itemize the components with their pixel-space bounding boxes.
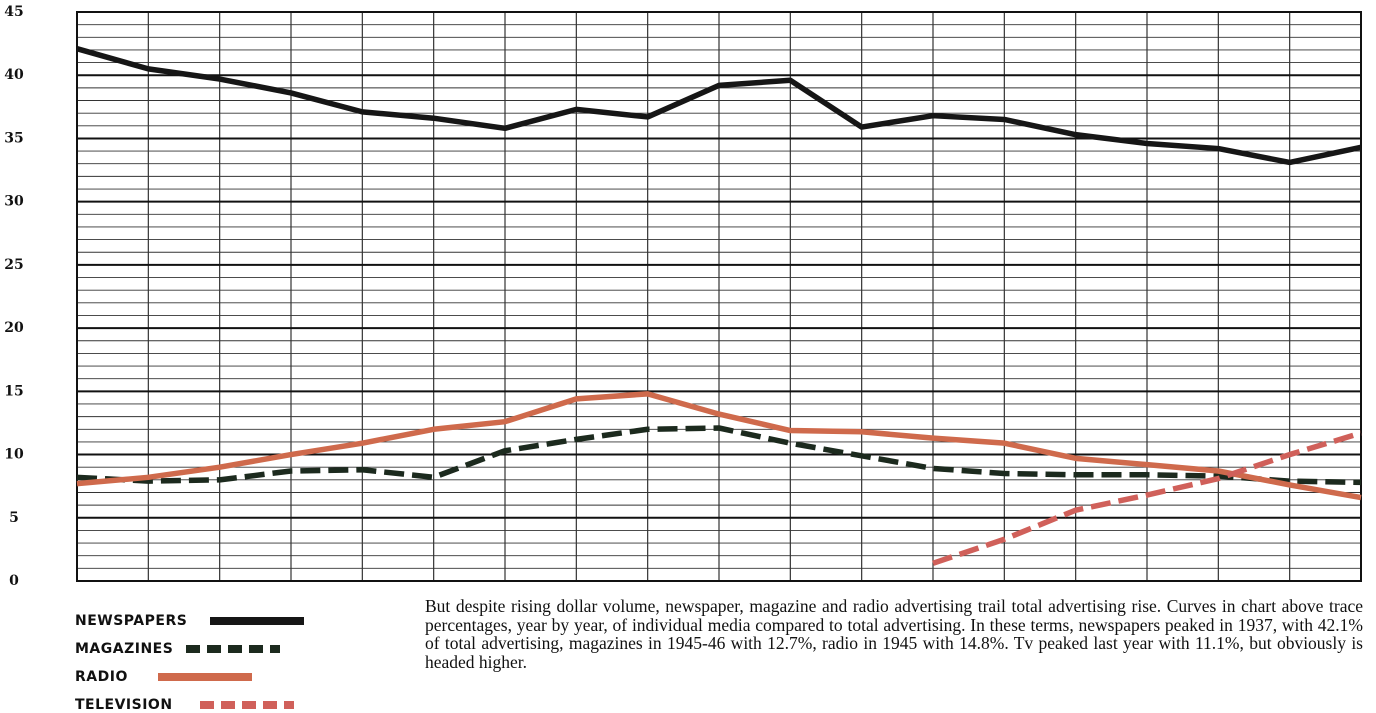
series-line (76, 46, 1362, 166)
legend-label: MAGAZINES (75, 641, 173, 657)
y-tick-label: 5 (9, 510, 19, 526)
y-tick-label: 15 (4, 383, 23, 399)
y-tick-label: 10 (4, 447, 24, 463)
y-tick-label: 25 (4, 257, 23, 273)
y-tick-label: 35 (4, 130, 23, 146)
y-tick-label: 45 (4, 4, 23, 20)
series-line (932, 430, 1362, 566)
plot-frame (76, 11, 1362, 582)
y-tick-label: 0 (9, 573, 19, 589)
caption: But despite rising dollar volume, newspa… (425, 596, 1363, 672)
y-tick-label: 30 (4, 194, 24, 210)
y-tick-label: 20 (4, 320, 24, 336)
legend-label: TELEVISION (75, 697, 173, 713)
legend-label: NEWSPAPERS (75, 613, 187, 629)
series-line (76, 425, 1362, 486)
y-tick-label: 40 (4, 67, 24, 83)
legend-label: RADIO (75, 669, 128, 685)
series-line (76, 391, 1362, 501)
